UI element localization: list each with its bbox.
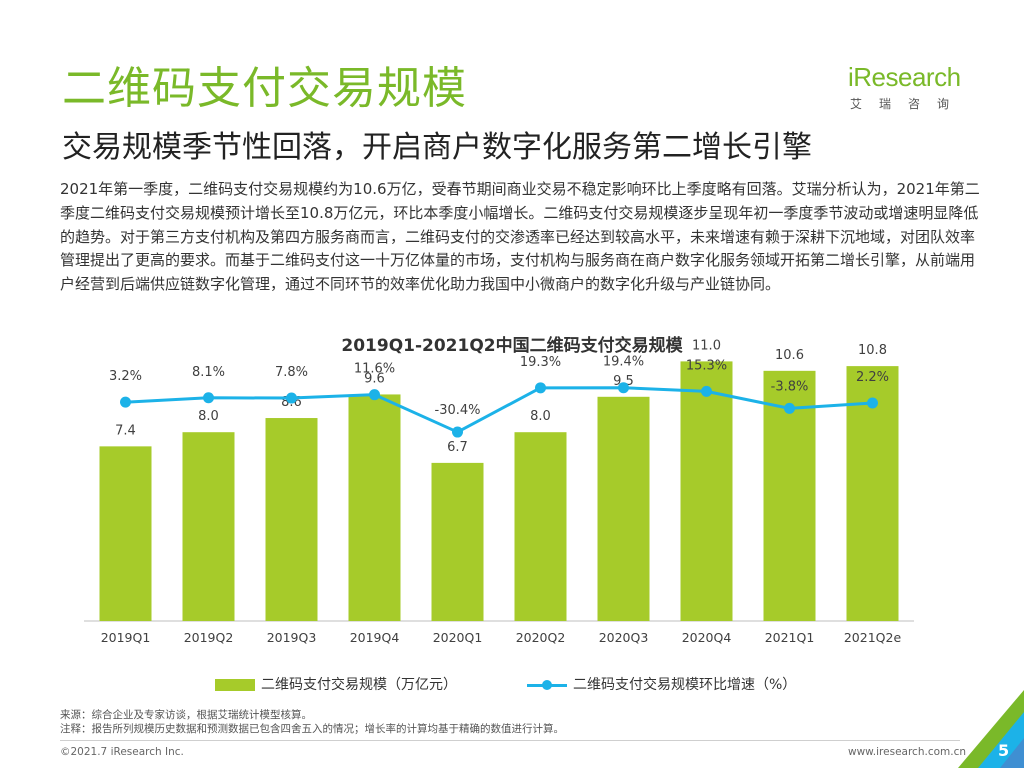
x-tick-label: 2019Q2 — [184, 630, 234, 645]
growth-line-series: 3.2% 8.1% 7.8% 11.6% -30.4% 19.3% 19.4% 15.3% -3… — [109, 355, 889, 438]
bar-value-label: 7.4 — [115, 423, 136, 438]
source-notes: 来源：综合企业及专家访谈，根据艾瑞统计模型核算。 注释：报告所列规模历史数据和预… — [60, 708, 564, 736]
logo-wordmark: iResearch — [848, 62, 961, 92]
growth-value-label: 2.2% — [856, 370, 889, 385]
bar — [182, 432, 235, 621]
growth-value-label: 3.2% — [109, 369, 142, 384]
growth-point — [369, 389, 380, 401]
growth-point — [286, 392, 297, 404]
bar-value-label: 9.5 — [613, 374, 634, 389]
bar — [846, 366, 899, 621]
page-title: 二维码支付交易规模 — [62, 63, 467, 114]
legend-line-label: 二维码支付交易规模环比增速（%） — [573, 677, 797, 693]
legend-line-swatch — [527, 679, 567, 691]
growth-value-label: 19.4% — [603, 355, 644, 370]
bar — [514, 432, 567, 621]
x-tick-label: 2019Q3 — [267, 630, 317, 645]
growth-value-label: 11.6% — [354, 362, 395, 377]
bar-value-label: 10.6 — [775, 348, 804, 363]
iresearch-logo: iResearch 艾瑞咨询 — [848, 62, 978, 112]
logo-chinese: 艾瑞咨询 — [850, 97, 967, 111]
bar-value-label: 8.0 — [530, 409, 551, 424]
website-url: www.iresearch.com.cn — [848, 746, 967, 758]
footer-divider — [60, 740, 960, 741]
x-tick-label: 2020Q2 — [516, 630, 566, 645]
growth-point — [452, 426, 463, 438]
bar-value-label: 11.0 — [692, 338, 721, 353]
bar — [680, 361, 733, 621]
body-paragraph: 2021年第一季度，二维码支付交易规模约为10.6万亿，受春节期间商业交易不稳定… — [60, 180, 980, 294]
x-tick-label: 2020Q4 — [682, 630, 732, 645]
x-tick-label: 2021Q1 — [765, 630, 815, 645]
bar-value-label: 10.8 — [858, 343, 887, 358]
growth-point — [701, 385, 712, 397]
bar-value-label: 6.7 — [447, 440, 468, 455]
bar-value-label: 9.6 — [364, 371, 385, 386]
x-tick-label: 2019Q4 — [350, 630, 400, 645]
x-tick-label: 2019Q1 — [101, 630, 151, 645]
page-subtitle: 交易规模季节性回落，开启商户数字化服务第二增长引擎 — [62, 130, 812, 165]
bar-value-label: 8.0 — [198, 409, 219, 424]
growth-point — [618, 382, 629, 394]
growth-value-label: -3.8% — [771, 379, 809, 394]
x-tick-labels: 2019Q1 2019Q2 2019Q3 2019Q4 2020Q1 2020Q2 2020… — [101, 630, 902, 645]
page-number: 5 — [998, 741, 1010, 760]
bar — [348, 394, 401, 621]
growth-point — [120, 396, 131, 408]
legend-item-line: 二维码支付交易规模环比增速（%） — [527, 674, 796, 694]
growth-value-label: 7.8% — [275, 365, 308, 380]
bar — [597, 396, 650, 621]
bar — [99, 446, 152, 621]
chart-title: 2019Q1-2021Q2中国二维码支付交易规模 — [341, 336, 683, 356]
copyright: ©2021.7 iResearch Inc. — [60, 746, 184, 758]
growth-line — [125, 386, 873, 434]
source-line: 来源：综合企业及专家访谈，根据艾瑞统计模型核算。 — [60, 709, 312, 721]
legend-bar-swatch — [215, 679, 255, 691]
note-line: 注释：报告所列规模历史数据和预测数据已包含四舍五入的情况；增长率的计算均基于精确… — [60, 723, 564, 735]
legend-bar-label: 二维码支付交易规模（万亿元） — [261, 677, 457, 693]
growth-value-label: 19.3% — [520, 355, 561, 370]
growth-point — [867, 397, 878, 409]
x-tick-label: 2021Q2e — [844, 630, 902, 645]
growth-point — [535, 382, 546, 394]
growth-value-label: -30.4% — [435, 403, 481, 418]
bar — [265, 418, 318, 621]
x-tick-label: 2020Q1 — [433, 630, 483, 645]
growth-value-label: 8.1% — [192, 365, 225, 380]
chart: 7.48.08.69.66.78.09.511.010.610.8 3.2%8.… — [84, 338, 914, 645]
growth-value-label: 15.3% — [686, 358, 727, 373]
legend: 二维码支付交易规模（万亿元） 二维码支付交易规模环比增速（%） — [215, 674, 796, 694]
x-tick-label: 2020Q3 — [599, 630, 649, 645]
bar — [431, 462, 484, 621]
legend-item-bar: 二维码支付交易规模（万亿元） — [215, 677, 457, 693]
growth-point — [784, 402, 795, 414]
growth-point — [203, 392, 214, 404]
